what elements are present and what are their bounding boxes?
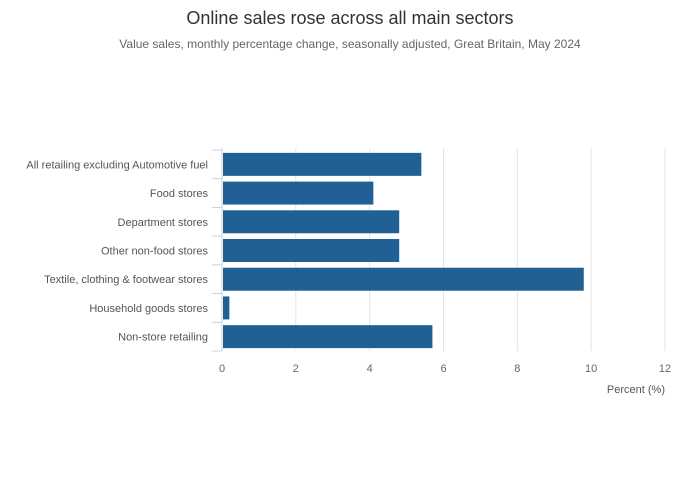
bars <box>223 152 584 349</box>
category-label: Other non-food stores <box>101 246 209 258</box>
x-tick-label: 12 <box>659 363 671 375</box>
bar <box>223 239 400 262</box>
bar <box>223 210 400 234</box>
bar <box>223 152 422 176</box>
bar <box>223 325 433 349</box>
value-axis: 0 2 4 6 8 10 12 <box>219 363 671 375</box>
bar <box>223 181 374 205</box>
x-tick-label: 6 <box>440 363 446 375</box>
x-tick-label: 0 <box>219 363 225 375</box>
x-tick-label: 4 <box>367 363 373 375</box>
bar <box>223 296 230 320</box>
chart-subtitle: Value sales, monthly percentage change, … <box>119 37 581 51</box>
x-tick-label: 10 <box>585 363 597 375</box>
category-label: Department stores <box>118 217 209 229</box>
bar <box>223 267 584 291</box>
category-label: All retailing excluding Automotive fuel <box>26 159 208 171</box>
x-tick-label: 2 <box>293 363 299 375</box>
x-tick-label: 8 <box>514 363 520 375</box>
category-label: Textile, clothing & footwear stores <box>44 274 208 286</box>
chart-title: Online sales rose across all main sector… <box>186 8 513 28</box>
category-axis: All retailing excluding Automotive fuel F… <box>26 148 223 352</box>
category-label: Household goods stores <box>89 303 208 315</box>
category-label: Non-store retailing <box>118 332 208 344</box>
x-axis-title: Percent (%) <box>607 384 665 396</box>
category-label: Food stores <box>150 188 209 200</box>
